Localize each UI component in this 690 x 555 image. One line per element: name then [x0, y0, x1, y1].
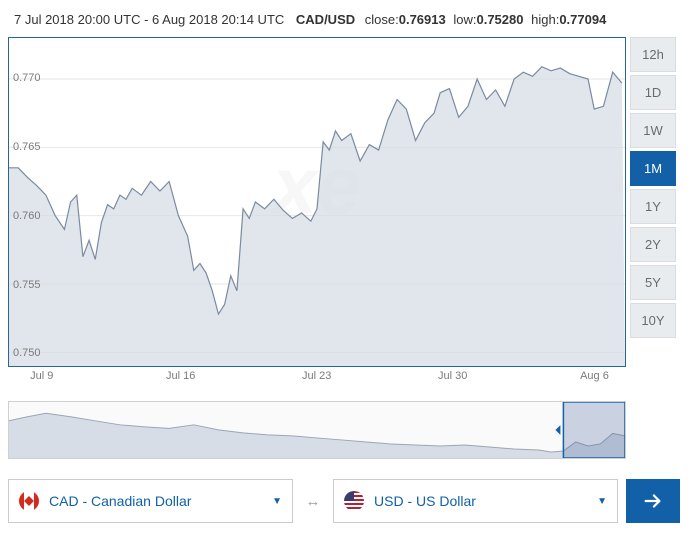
- go-button[interactable]: [626, 479, 680, 523]
- y-tick-label: 0.755: [13, 279, 41, 291]
- high-label: high:: [531, 12, 559, 27]
- timeframe-1d[interactable]: 1D: [630, 75, 676, 110]
- high-value: 0.77094: [559, 12, 606, 27]
- close-label: close:: [365, 12, 399, 27]
- y-tick-label: 0.765: [13, 141, 41, 153]
- timeframe-1m[interactable]: 1M: [630, 151, 676, 186]
- timeframe-5y[interactable]: 5Y: [630, 265, 676, 300]
- x-tick-label: Jul 30: [438, 370, 467, 382]
- currency-pair: CAD/USD: [296, 12, 355, 27]
- low-label: low:: [453, 12, 476, 27]
- y-axis-labels: 0.750 0.755 0.760 0.765 0.770: [13, 38, 63, 366]
- low-value: 0.75280: [476, 12, 523, 27]
- arrow-right-icon: [642, 490, 664, 512]
- y-tick-label: 0.760: [13, 210, 41, 222]
- chevron-down-icon: ▼: [597, 496, 607, 507]
- main-chart[interactable]: xe 0.7500.7550.7600.7650.770: [8, 37, 626, 367]
- timeframe-10y[interactable]: 10Y: [630, 303, 676, 338]
- timeframe-12h[interactable]: 12h: [630, 37, 676, 72]
- date-range: 7 Jul 2018 20:00 UTC - 6 Aug 2018 20:14 …: [14, 12, 284, 27]
- swap-icon: ↔: [306, 493, 321, 510]
- chart-header: 7 Jul 2018 20:00 UTC - 6 Aug 2018 20:14 …: [8, 8, 682, 37]
- chevron-down-icon: ▼: [272, 496, 282, 507]
- from-currency-select[interactable]: CAD - Canadian Dollar ▼: [8, 479, 293, 523]
- main-chart-plot: [9, 38, 625, 366]
- close-value: 0.76913: [399, 12, 446, 27]
- timeframe-1y[interactable]: 1Y: [630, 189, 676, 224]
- timeframe-panel: 12h1D1W1M1Y2Y5Y10Y: [630, 37, 676, 459]
- x-axis-labels: Jul 9 Jul 16 Jul 23 Jul 30 Aug 6: [8, 367, 626, 383]
- currency-selectors: CAD - Canadian Dollar ▼ ↔ USD - US Dolla…: [8, 479, 680, 523]
- flag-usd-icon: [344, 491, 364, 511]
- x-tick-label: Jul 9: [30, 370, 53, 382]
- swap-button[interactable]: ↔: [293, 479, 333, 523]
- from-currency-label: CAD - Canadian Dollar: [49, 493, 272, 509]
- overview-chart-plot: [9, 402, 625, 458]
- y-tick-label: 0.770: [13, 72, 41, 84]
- y-tick-label: 0.750: [13, 347, 41, 359]
- timeframe-2y[interactable]: 2Y: [630, 227, 676, 262]
- x-tick-label: Jul 23: [302, 370, 331, 382]
- to-currency-label: USD - US Dollar: [374, 493, 597, 509]
- overview-chart[interactable]: [8, 401, 626, 459]
- to-currency-select[interactable]: USD - US Dollar ▼: [333, 479, 618, 523]
- timeframe-1w[interactable]: 1W: [630, 113, 676, 148]
- x-tick-label: Aug 6: [580, 370, 609, 382]
- x-tick-label: Jul 16: [166, 370, 195, 382]
- flag-cad-icon: [19, 491, 39, 511]
